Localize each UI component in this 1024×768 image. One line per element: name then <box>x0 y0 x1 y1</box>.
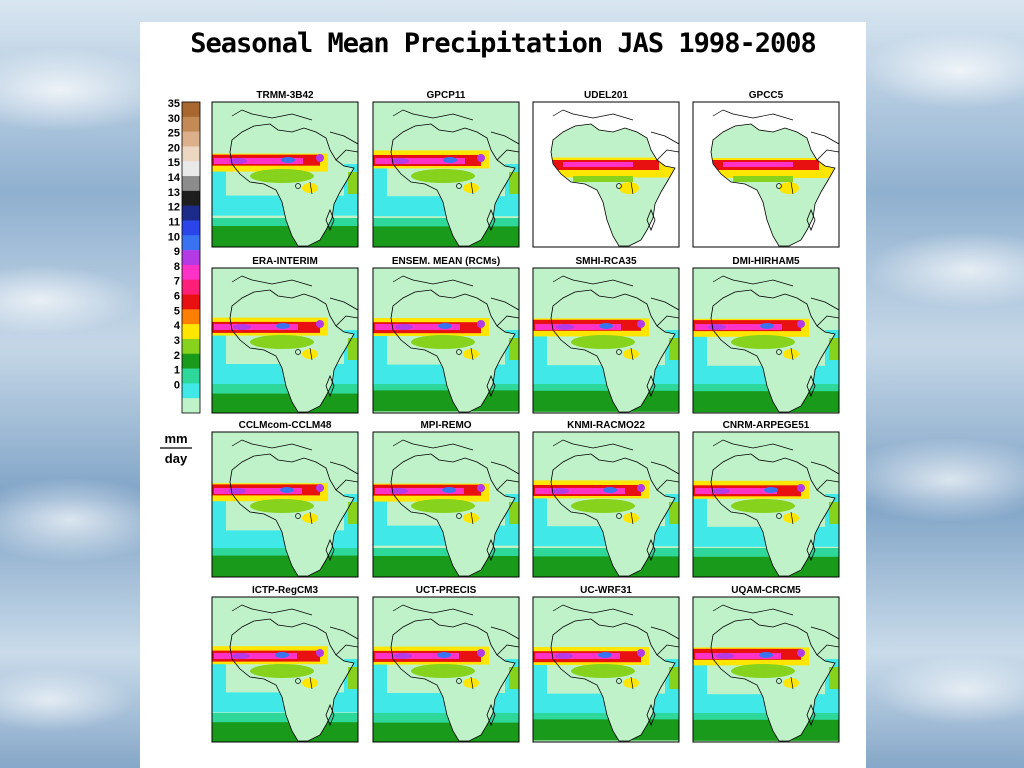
panel-title: GPCP11 <box>427 90 466 101</box>
colorbar-cell <box>182 353 200 369</box>
colorbar-cell <box>182 205 200 221</box>
colorbar-cell <box>182 102 200 118</box>
colorbar-frame <box>181 101 201 414</box>
slide-panel: Seasonal Mean Precipitation JAS 1998-200… <box>140 22 866 768</box>
panel-title: UC-WRF31 <box>580 585 632 596</box>
units-numerator: mm <box>164 431 187 446</box>
map-frame <box>532 267 680 414</box>
colorbar-tick-label: 1 <box>174 365 180 377</box>
colorbar-tick-label: 30 <box>168 113 180 125</box>
map-frame <box>372 101 520 248</box>
panel-title: MPI-REMO <box>420 420 471 431</box>
map-frame <box>211 101 359 248</box>
colorbar-cell <box>182 131 200 147</box>
map-frame <box>211 267 359 414</box>
colorbar-cell <box>182 309 200 325</box>
map-panel <box>211 267 359 414</box>
panel-title: KNMI-RACMO22 <box>567 420 645 431</box>
colorbar-tick-label: 15 <box>168 157 180 169</box>
panel-grid: TRMM-3B42 GPCP11 UDEL201 GPCC5 ERA-INTERIM EN… <box>211 90 840 743</box>
colorbar-tick-label: 8 <box>174 261 180 273</box>
map-frame <box>211 431 359 578</box>
units-denominator: day <box>165 451 188 466</box>
colorbar-tick-label: 13 <box>168 187 180 199</box>
map-frame <box>692 267 840 414</box>
colorbar-cell <box>182 338 200 355</box>
colorbar-cell <box>182 220 200 236</box>
colorbar-tick-label: 10 <box>168 231 180 243</box>
colorbar-tick-label: 11 <box>168 216 180 228</box>
colorbar-cell <box>182 190 200 206</box>
map-frame <box>532 596 680 743</box>
panel-title: TRMM-3B42 <box>256 90 314 101</box>
colorbar-tick-label: 35 <box>168 98 180 110</box>
colorbar-cell <box>182 250 200 266</box>
map-panel <box>692 267 840 414</box>
map-panel <box>532 101 680 248</box>
map-panel <box>692 101 840 248</box>
colorbar-tick-label: 0 <box>174 379 180 391</box>
map-frame <box>692 596 840 743</box>
panel-title: UQAM-CRCM5 <box>731 585 801 596</box>
colorbar-cell <box>182 398 200 414</box>
panel-title: CNRM-ARPEGE51 <box>723 420 810 431</box>
colorbar-cell <box>182 161 200 177</box>
map-frame <box>532 101 680 248</box>
colorbar-cell <box>182 324 200 340</box>
colorbar-tick-label: 12 <box>168 202 180 214</box>
colorbar-tick-label: 9 <box>174 246 180 258</box>
panel-title: ICTP-RegCM3 <box>252 585 319 596</box>
colorbar-tick-label: 20 <box>168 142 180 154</box>
map-panel <box>372 431 520 578</box>
colorbar-tick-label: 2 <box>174 350 180 362</box>
map-frame <box>692 101 840 248</box>
map-frame <box>372 267 520 414</box>
panel-title: GPCC5 <box>749 90 784 101</box>
panel-title: DMI-HIRHAM5 <box>732 256 800 267</box>
colorbar-cell <box>182 279 200 295</box>
colorbar-tick-label: 4 <box>174 320 181 332</box>
panel-title: UCT-PRECIS <box>416 585 477 596</box>
map-panel <box>692 596 840 743</box>
map-panel <box>532 431 680 578</box>
colorbar-tick-label: 7 <box>174 276 180 288</box>
colorbar-tick-label: 14 <box>168 172 181 184</box>
map-panel <box>211 596 359 743</box>
panel-title: SMHI-RCA35 <box>575 256 637 267</box>
map-panel <box>372 267 520 414</box>
colorbar-cell <box>182 235 200 251</box>
map-panel <box>211 431 359 578</box>
slide-title: Seasonal Mean Precipitation JAS 1998-200… <box>190 28 816 59</box>
map-panel <box>692 431 840 578</box>
colorbar-tick-label: 25 <box>168 128 180 140</box>
panel-title: ERA-INTERIM <box>252 256 318 267</box>
panel-title: UDEL201 <box>584 90 628 101</box>
map-panel <box>532 267 680 414</box>
map-panel <box>211 101 359 248</box>
colorbar-cell <box>182 146 200 162</box>
colorbar-cell <box>182 368 200 384</box>
colorbar-cell <box>182 383 200 399</box>
map-frame <box>532 431 680 578</box>
colorbar-cell <box>182 264 200 281</box>
colorbar-tick-label: 3 <box>174 335 180 347</box>
colorbar-cell <box>182 176 200 192</box>
colorbar-tick-label: 5 <box>174 305 180 317</box>
map-panel <box>372 101 520 248</box>
colorbar-cell <box>182 294 200 310</box>
panel-title: CCLMcom-CCLM48 <box>239 420 332 431</box>
map-frame <box>372 431 520 578</box>
map-frame <box>372 596 520 743</box>
map-panel <box>372 596 520 743</box>
colorbar-cell <box>182 116 200 132</box>
map-panel <box>532 596 680 743</box>
map-frame <box>211 596 359 743</box>
panel-title: ENSEM. MEAN (RCMs) <box>392 256 500 267</box>
map-frame <box>692 431 840 578</box>
colorbar-tick-label: 6 <box>174 291 180 303</box>
